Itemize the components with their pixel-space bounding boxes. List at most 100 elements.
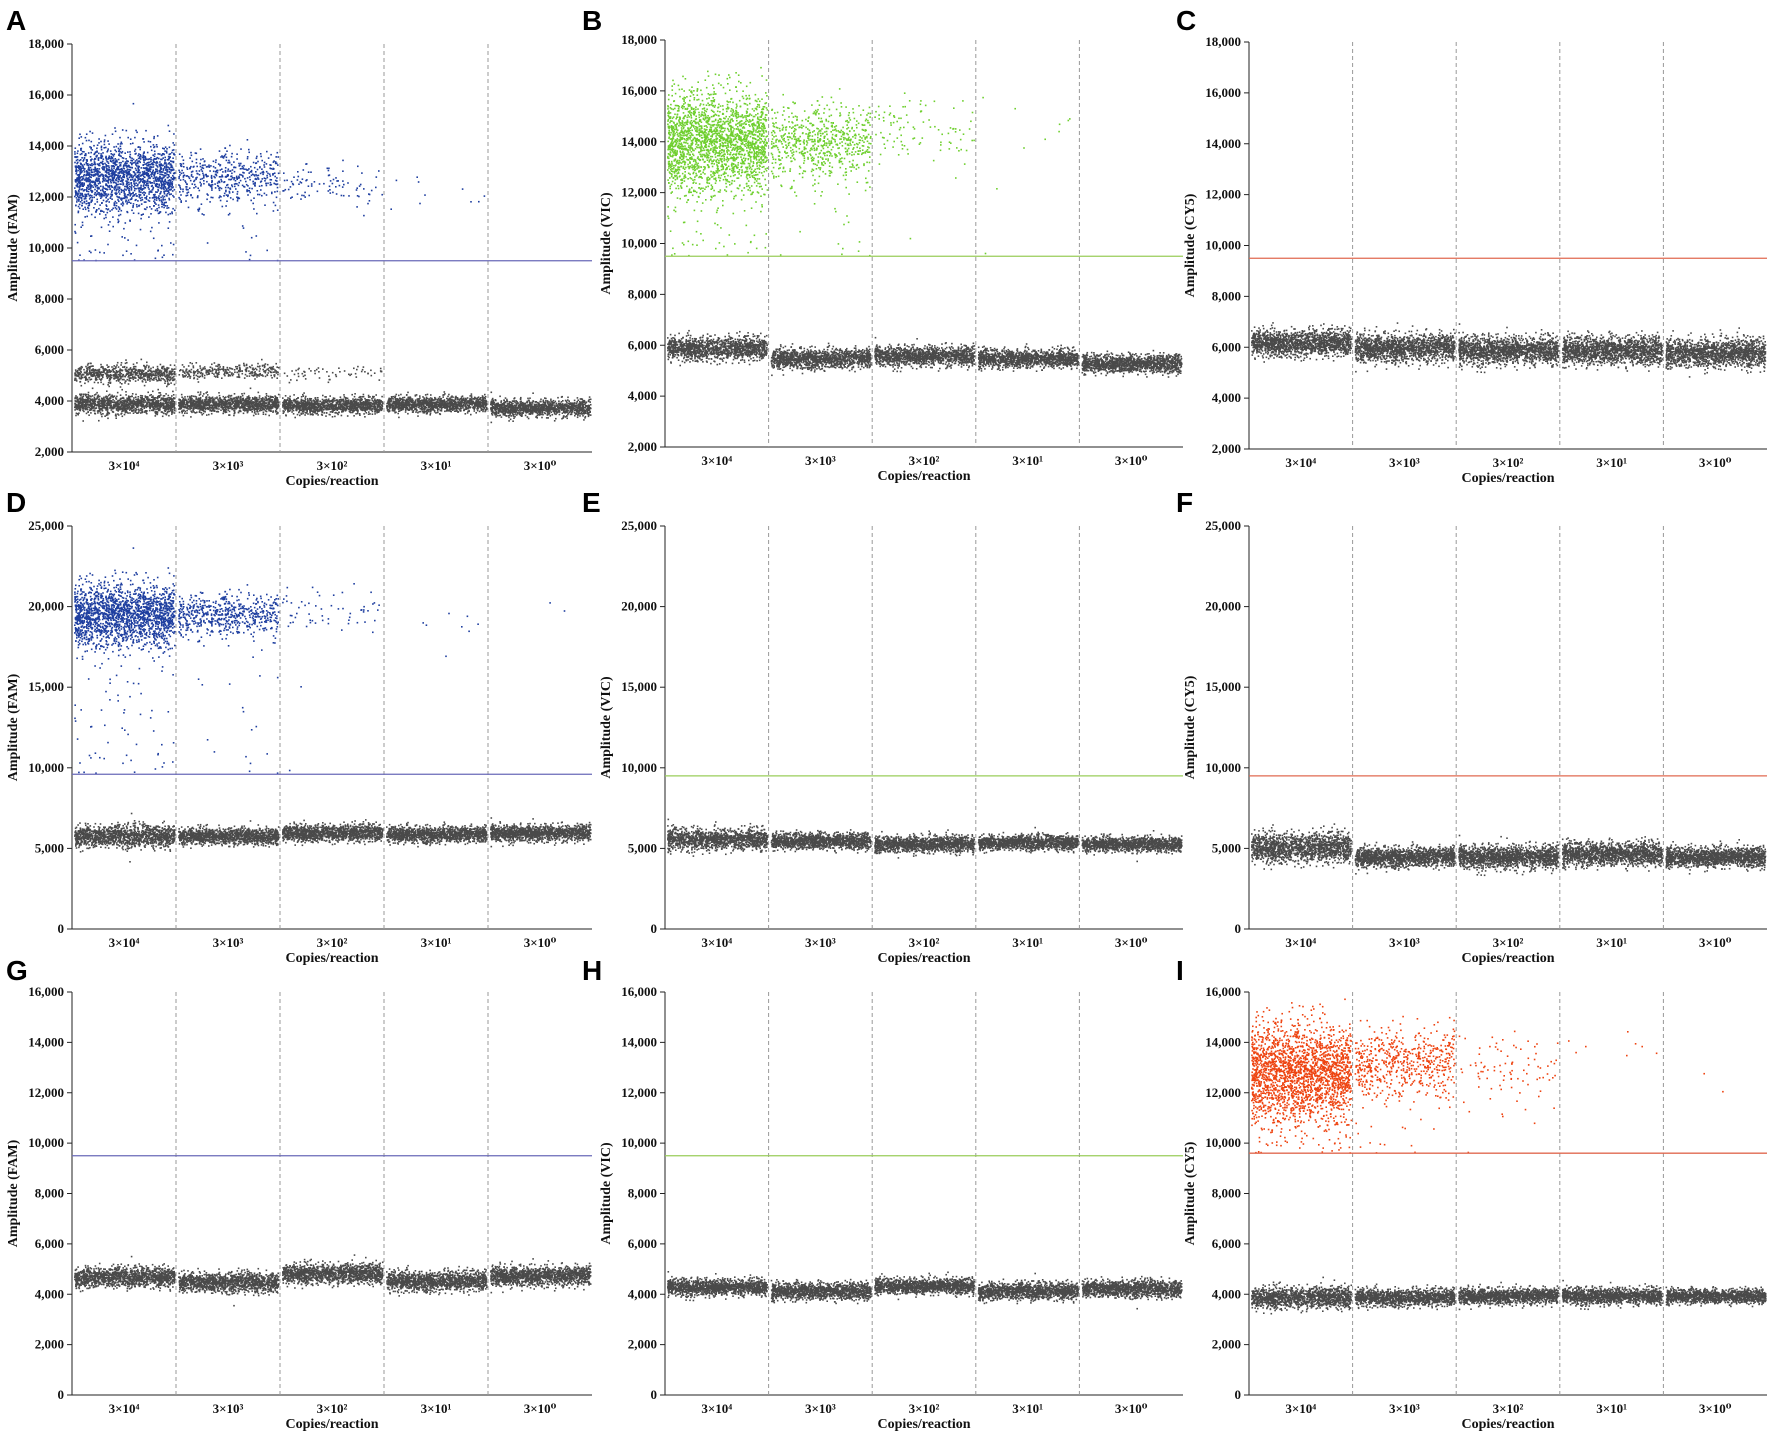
negative-droplet	[124, 414, 126, 416]
negative-droplet	[167, 404, 169, 406]
negative-droplet	[121, 370, 123, 372]
negative-droplet	[87, 364, 89, 366]
negative-droplet	[147, 376, 149, 378]
negative-droplet	[105, 373, 107, 375]
negative-droplet	[159, 409, 161, 411]
negative-droplet	[95, 379, 97, 381]
negative-droplet	[139, 400, 141, 402]
negative-droplet	[144, 385, 146, 387]
panel-A: A2,0004,0006,0008,00010,00012,00014,0001…	[6, 5, 592, 489]
negative-droplet	[83, 396, 85, 398]
negative-droplet	[85, 408, 87, 410]
negative-droplet	[107, 400, 109, 402]
negative-droplet	[140, 395, 142, 397]
negative-droplet	[114, 400, 116, 402]
negative-droplet	[94, 397, 96, 399]
negative-droplet	[102, 377, 104, 379]
negative-droplet	[142, 401, 144, 403]
negative-droplet	[149, 370, 151, 372]
negative-droplet	[107, 370, 109, 372]
negative-droplet	[141, 397, 143, 399]
negative-droplet	[135, 374, 137, 376]
negative-droplet	[168, 395, 170, 397]
negative-droplet	[121, 383, 123, 385]
negative-droplet	[85, 366, 87, 368]
negative-droplet	[152, 391, 154, 393]
negative-droplet	[121, 373, 123, 375]
negative-droplet	[77, 372, 79, 374]
negative-droplet	[106, 413, 108, 415]
y-tick-label: 16,000	[28, 87, 64, 102]
x-axis-title: Copies/reaction	[285, 474, 378, 489]
negative-droplet	[112, 369, 114, 371]
negative-droplet	[166, 403, 168, 405]
negative-droplet	[133, 379, 135, 381]
negative-droplet	[120, 386, 122, 388]
negative-droplet	[144, 374, 146, 376]
negative-droplet	[87, 406, 89, 408]
negative-droplet	[146, 362, 148, 364]
negative-droplet	[119, 374, 121, 376]
negative-droplet	[87, 399, 89, 401]
negative-droplet	[138, 370, 140, 372]
negative-droplet	[123, 379, 125, 381]
negative-droplet	[165, 410, 167, 412]
negative-droplet	[133, 364, 135, 366]
negative-droplet	[211, 413, 213, 415]
negative-droplet	[115, 397, 117, 399]
negative-droplet	[81, 374, 83, 376]
negative-droplet	[79, 369, 81, 371]
negative-droplet	[90, 401, 92, 403]
negative-droplet	[125, 411, 127, 413]
negative-droplet	[120, 369, 122, 371]
negative-droplet	[161, 367, 163, 369]
negative-droplet	[125, 405, 127, 407]
negative-droplet	[126, 362, 128, 364]
negative-droplet	[164, 382, 166, 384]
negative-droplet	[81, 385, 83, 387]
negative-droplet	[86, 405, 88, 407]
negative-droplet	[79, 402, 81, 404]
negative-droplet	[171, 399, 173, 401]
y-tick-label: 18,000	[28, 36, 64, 51]
negative-droplet	[78, 403, 80, 405]
negative-droplet	[143, 398, 145, 400]
negative-droplet	[136, 362, 138, 364]
negative-droplet	[164, 406, 166, 408]
negative-droplet	[87, 409, 89, 411]
negative-droplet	[92, 395, 94, 397]
negative-droplet	[111, 366, 113, 368]
negative-droplet	[89, 410, 91, 412]
negative-droplet	[112, 401, 114, 403]
negative-droplet	[173, 376, 175, 378]
negative-droplet	[135, 380, 137, 382]
negative-droplet	[147, 399, 149, 401]
negative-droplet	[168, 400, 170, 402]
negative-droplet	[150, 405, 152, 407]
negative-droplet	[101, 366, 103, 368]
negative-droplet	[80, 371, 82, 373]
negative-droplet	[156, 374, 158, 376]
negative-droplet	[109, 380, 111, 382]
negative-droplet	[167, 408, 169, 410]
negative-droplet	[114, 395, 116, 397]
negative-droplet	[118, 400, 120, 402]
negative-droplet	[111, 405, 113, 407]
negative-droplet	[159, 396, 161, 398]
negative-droplet	[144, 410, 146, 412]
negative-droplet	[125, 394, 127, 396]
negative-droplet	[167, 382, 169, 384]
negative-droplet	[97, 412, 99, 414]
negative-droplet	[92, 388, 94, 390]
negative-droplet	[171, 373, 173, 375]
negative-droplet	[75, 374, 77, 376]
negative-droplet	[95, 413, 97, 415]
negative-droplet	[127, 408, 129, 410]
negative-droplet	[118, 379, 120, 381]
negative-droplet	[172, 369, 174, 371]
negative-droplet	[98, 420, 100, 422]
negative-droplet	[110, 377, 112, 379]
negative-droplet	[146, 403, 148, 405]
negative-droplet	[140, 373, 142, 375]
negative-droplet	[99, 371, 101, 373]
